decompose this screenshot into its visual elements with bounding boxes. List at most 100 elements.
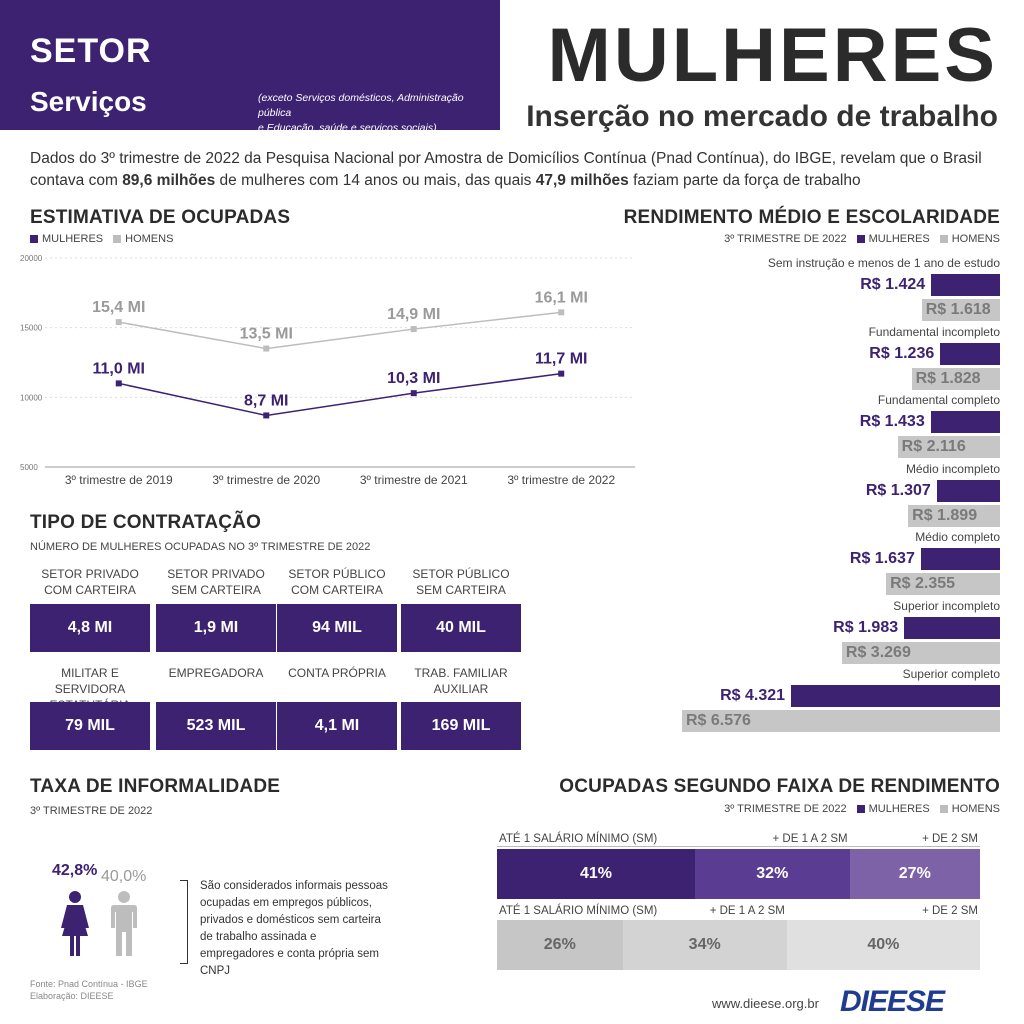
data-label-men: 14,9 MI	[387, 306, 440, 323]
legend-label-men: HOMENS	[951, 803, 1000, 815]
income-category-label: Médio completo	[915, 530, 1000, 544]
income-value-women: R$ 1.236	[869, 344, 935, 362]
legend-swatch-women	[30, 235, 38, 243]
dieese-logo: DIEESE	[840, 985, 945, 1018]
income-bar-men	[921, 299, 1000, 321]
income-value-men: R$ 2.116	[901, 438, 966, 455]
income-range-segment-women: 27%	[849, 849, 980, 899]
income-value-men: R$ 1.899	[912, 506, 978, 524]
contract-label-line: SEM CARTEIRA	[416, 583, 506, 597]
page-subtitle: Inserção no mercado de trabalho	[526, 100, 998, 133]
income-range-divider	[497, 846, 980, 847]
income-bar-men	[682, 710, 1000, 732]
contract-item-label: TRAB. FAMILIAR AUXILIAR	[401, 665, 521, 697]
income-range-label: + DE 2 SM	[922, 905, 978, 917]
intro-text: faziam parte da força de trabalho	[628, 172, 861, 189]
data-label-men: 16,1 MI	[535, 289, 588, 306]
intro-bold: 47,9 milhões	[535, 172, 629, 189]
series-line-women	[118, 372, 562, 417]
series-line-men	[118, 311, 562, 350]
contract-item-label: CONTA PRÓPRIA	[277, 665, 397, 681]
legend-label-men: HOMENS	[125, 233, 174, 245]
income-chart-legend: 3º TRIMESTRE DE 2022 MULHERES HOMENS	[724, 233, 1000, 245]
contract-item-value: 79 MIL	[30, 702, 150, 750]
contract-item-value: 40 MIL	[401, 604, 521, 652]
footer-url-link[interactable]: www.dieese.org.br	[712, 996, 819, 1011]
income-category-label: Fundamental incompleto	[868, 324, 1000, 339]
data-point-women	[558, 370, 565, 377]
contract-label-line: TRAB. FAMILIAR	[414, 666, 508, 680]
intro-text: Dados do 3º trimestre de 2022 da Pesquis…	[30, 150, 982, 189]
income-bar-men	[911, 367, 1000, 390]
sector-label: SETOR	[30, 32, 152, 70]
contract-item-value: 4,8 MI	[30, 604, 150, 652]
income-range-segment-women: 32%	[695, 849, 850, 899]
income-bar-men	[841, 641, 1000, 664]
informality-women-value: 42,8%	[52, 862, 98, 879]
legend-swatch-men	[113, 235, 122, 243]
income-value-women: R$ 1.983	[833, 618, 899, 636]
income-range-legend: 3º TRIMESTRE DE 2022 MULHERES HOMENS	[724, 803, 1000, 815]
legend-swatch-men	[939, 235, 948, 243]
occupied-chart-title: ESTIMATIVA DE OCUPADAS	[30, 207, 291, 228]
income-value-women: R$ 1.307	[865, 481, 931, 499]
occupied-chart-legend: MULHERES HOMENS	[30, 233, 173, 245]
income-value-men: R$ 1.618	[925, 301, 991, 318]
contract-label-line: SEM CARTEIRA	[171, 583, 261, 597]
legend-swatch-men	[939, 805, 948, 813]
income-value-men: R$ 6.576	[686, 712, 751, 729]
data-point-men	[558, 309, 565, 316]
data-label-men: 15,4 MI	[92, 299, 145, 316]
income-category-label: Superior incompleto	[893, 598, 1000, 613]
legend-label-women: MULHERES	[42, 233, 104, 245]
y-tick-label: 5000	[20, 463, 38, 472]
legend-label-women: MULHERES	[868, 803, 930, 815]
woman-icon	[61, 891, 89, 956]
income-range-segment-men: 34%	[622, 920, 787, 970]
x-tick-label: 3º trimestre de 2022	[507, 473, 615, 487]
income-range-segment-women: 41%	[497, 849, 696, 899]
informality-men-value: 40,0%	[101, 868, 147, 885]
income-category-label: Fundamental completo	[877, 393, 1000, 407]
contract-label-line: EMPREGADORA	[168, 666, 264, 680]
informality-bracket	[180, 880, 188, 964]
data-point-women	[115, 380, 122, 387]
income-value-men: R$ 2.355	[890, 575, 956, 592]
income-bar-women	[930, 411, 1000, 433]
income-range-subtitle: 3º TRIMESTRE DE 2022	[724, 803, 847, 815]
contract-item-label: EMPREGADORA	[156, 665, 276, 681]
y-tick-label: 15000	[20, 324, 43, 333]
income-category-label: Superior completo	[902, 667, 1000, 681]
contract-subtitle: NÚMERO DE MULHERES OCUPADAS NO 3º TRIMES…	[30, 541, 371, 553]
income-range-segment-men: 40%	[786, 920, 980, 970]
income-range-title: OCUPADAS SEGUNDO FAIXA DE RENDIMENTO	[559, 776, 1000, 797]
contract-title: TIPO DE CONTRATAÇÃO	[30, 512, 262, 533]
legend-swatch-women	[856, 805, 865, 813]
income-bar-women	[940, 342, 1000, 365]
contract-label-line: MILITAR E SERVIDORA	[54, 666, 126, 696]
data-label-women: 8,7 MI	[244, 392, 288, 409]
y-tick-label: 10000	[20, 393, 43, 402]
income-bar-women	[931, 274, 1000, 296]
contract-label-line: CONTA PRÓPRIA	[288, 666, 386, 680]
income-category-label: Médio incompleto	[905, 461, 1000, 476]
income-bar-women	[936, 479, 1000, 502]
income-bar-men	[886, 573, 1000, 595]
contract-label-line: COM CARTEIRA	[291, 583, 383, 597]
data-point-women	[410, 390, 417, 397]
contract-item-value: 523 MIL	[156, 702, 276, 750]
income-chart-subtitle: 3º TRIMESTRE DE 2022	[724, 233, 847, 245]
informality-definition: São considerados informais pessoas ocupa…	[200, 880, 388, 977]
sector-name: Serviços	[30, 86, 147, 117]
data-point-men	[115, 319, 122, 326]
data-point-men	[410, 326, 417, 333]
contract-item-value: 94 MIL	[277, 604, 397, 652]
legend-label-men: HOMENS	[951, 233, 1000, 245]
income-range-label: ATÉ 1 SALÁRIO MÍNIMO (SM)	[499, 833, 658, 845]
income-value-women: R$ 1.433	[859, 413, 925, 430]
income-bar-women	[920, 548, 1000, 570]
income-range-segment-men: 26%	[497, 920, 623, 970]
contract-item-label: SETOR PRIVADO COM CARTEIRA	[30, 566, 150, 598]
income-category-label: Sem instrução e menos de 1 ano de estudo	[767, 256, 1000, 270]
contract-item-value: 1,9 MI	[156, 604, 276, 652]
